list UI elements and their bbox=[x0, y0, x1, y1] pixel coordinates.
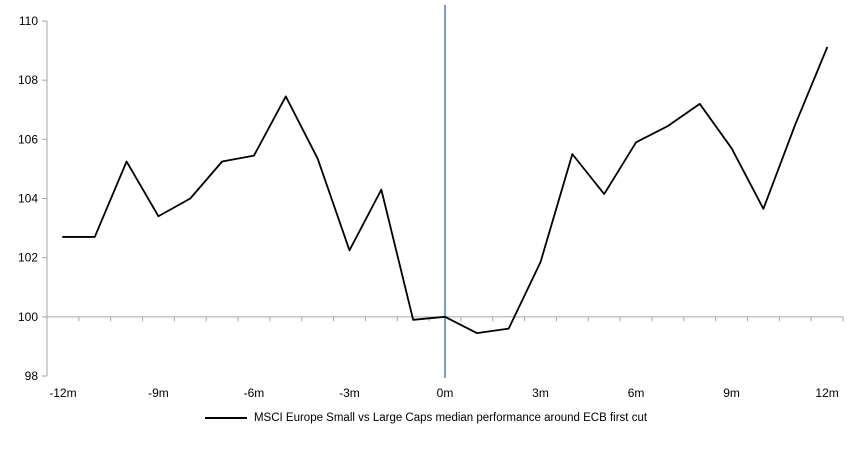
y-tick-label: 104 bbox=[18, 192, 38, 206]
y-tick-label: 110 bbox=[19, 14, 38, 28]
x-tick-label: -9m bbox=[148, 386, 169, 400]
legend-line-swatch bbox=[204, 417, 247, 419]
x-tick-label: 3m bbox=[532, 386, 549, 400]
x-tick-label: -6m bbox=[244, 386, 265, 400]
series-line bbox=[62, 46, 828, 335]
y-tick-label: 102 bbox=[18, 251, 38, 265]
y-tick-label: 100 bbox=[18, 310, 38, 324]
x-tick-label: -12m bbox=[49, 386, 76, 400]
chart-canvas: 98 100 102 104 106 108 110 -12m -9m -6m -3m 0m 3m 6m 9… bbox=[18, 5, 844, 400]
legend-label: MSCI Europe Small vs Large Caps median p… bbox=[253, 412, 648, 424]
y-tick-label: 98 bbox=[25, 369, 39, 383]
x-tick-label: -3m bbox=[339, 386, 360, 400]
y-tick-label: 106 bbox=[18, 132, 38, 146]
legend: MSCI Europe Small vs Large Caps median p… bbox=[0, 412, 852, 424]
x-tick-label: 0m bbox=[437, 386, 454, 400]
x-tick-label: 12m bbox=[815, 386, 838, 400]
y-tick-label: 108 bbox=[18, 73, 38, 87]
x-tick-label: 9m bbox=[723, 386, 740, 400]
x-tick-label: 6m bbox=[628, 386, 645, 400]
